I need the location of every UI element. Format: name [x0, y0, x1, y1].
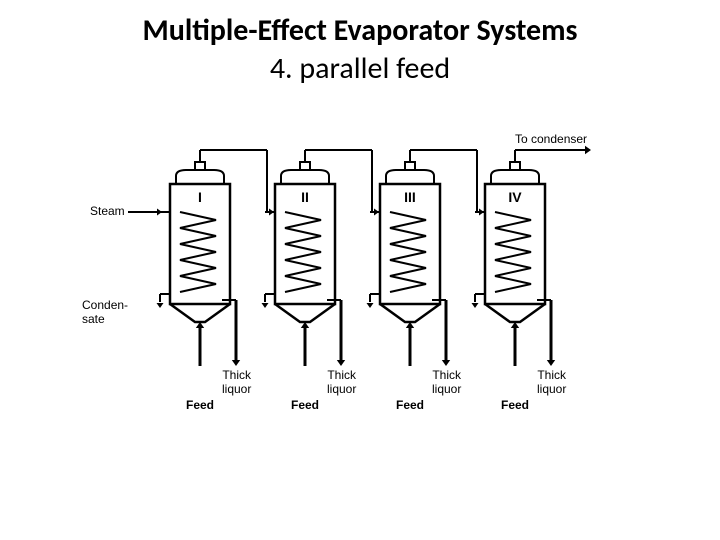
thick-liquor-label-1: Thick liquor: [327, 368, 356, 396]
feed-label-3: Feed: [501, 398, 529, 412]
to-condenser-label: To condenser: [515, 132, 587, 146]
thick-liquor-label-3: Thick liquor: [537, 368, 566, 396]
condensate-label: Conden- sate: [82, 298, 128, 326]
feed-label-1: Feed: [291, 398, 319, 412]
evaporator-roman-III: III: [404, 189, 416, 205]
feed-label-0: Feed: [186, 398, 214, 412]
thick-liquor-label-0: Thick liquor: [222, 368, 251, 396]
thick-liquor-label-2: Thick liquor: [432, 368, 461, 396]
evaporator-roman-I: I: [198, 189, 202, 205]
feed-label-2: Feed: [396, 398, 424, 412]
diagram-svg: IIIIIIIV: [110, 130, 610, 410]
steam-label: Steam: [90, 204, 125, 218]
evaporator-roman-IV: IV: [508, 189, 522, 205]
page-title: Multiple-Effect Evaporator Systems: [143, 12, 578, 49]
page-subtitle: 4. parallel feed: [270, 50, 450, 87]
evaporator-roman-II: II: [301, 189, 309, 205]
evaporator-diagram: IIIIIIIV To condenser Steam Conden- sate…: [110, 130, 610, 410]
